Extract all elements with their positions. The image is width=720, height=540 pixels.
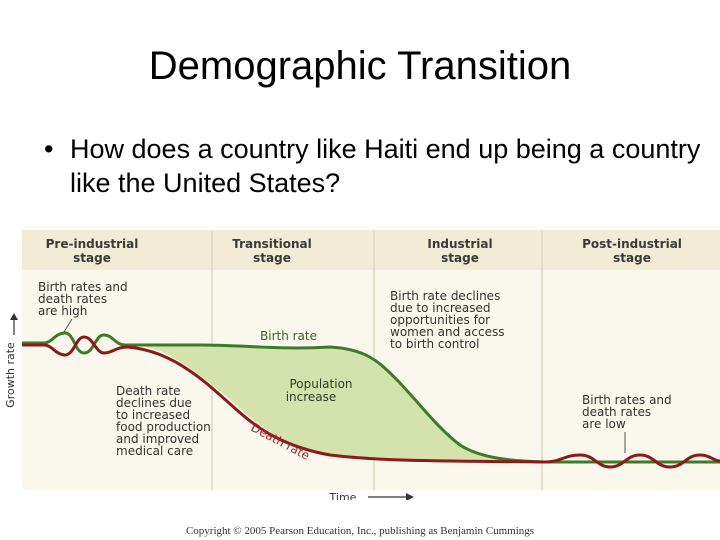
stage-heading-industrial: Industrial: [427, 237, 492, 251]
annotation-pointer: [63, 318, 73, 333]
death-rate-line: [22, 335, 720, 469]
birth-rate-line: [22, 331, 720, 464]
header-band: [22, 230, 720, 270]
annotation-birth-rate-decline: Birth rate declines due to increased opp…: [390, 289, 508, 351]
annotation-death-rate-decline: Death rate declines due to increased foo…: [116, 384, 215, 458]
population-increase-label-2: increase: [286, 390, 337, 404]
x-axis-arrowhead: [406, 493, 414, 501]
annotation-pre-industrial: Birth rates and death rates are high: [38, 280, 131, 318]
stage-heading-transitional-sub: stage: [253, 251, 291, 265]
copyright-notice: Copyright © 2005 Pearson Education, Inc.…: [185, 525, 535, 537]
bullet-text: How does a country like Haiti end up bei…: [70, 134, 701, 198]
y-axis-label: Growth rate: [4, 342, 17, 408]
population-increase-label-1: Population: [289, 377, 352, 391]
x-axis-label: Time: [329, 491, 357, 500]
y-axis-arrowhead: [10, 313, 18, 320]
bullet-symbol: •: [44, 134, 54, 164]
stage-heading-transitional: Transitional: [232, 237, 312, 251]
birth-rate-label: Birth rate: [260, 329, 317, 343]
stage-heading-post-industrial: Post-industrial: [582, 237, 682, 251]
demographic-transition-diagram: Pre-industrial stage Transitional stage …: [0, 225, 720, 504]
stage-heading-pre-industrial-sub: stage: [73, 251, 111, 265]
slide-title: Demographic Transition: [148, 44, 572, 88]
stage-heading-industrial-sub: stage: [441, 251, 479, 265]
annotation-post-industrial: Birth rates and death rates are low: [582, 393, 675, 431]
stage-heading-pre-industrial: Pre-industrial: [46, 237, 139, 251]
stage-heading-post-industrial-sub: stage: [613, 251, 651, 265]
